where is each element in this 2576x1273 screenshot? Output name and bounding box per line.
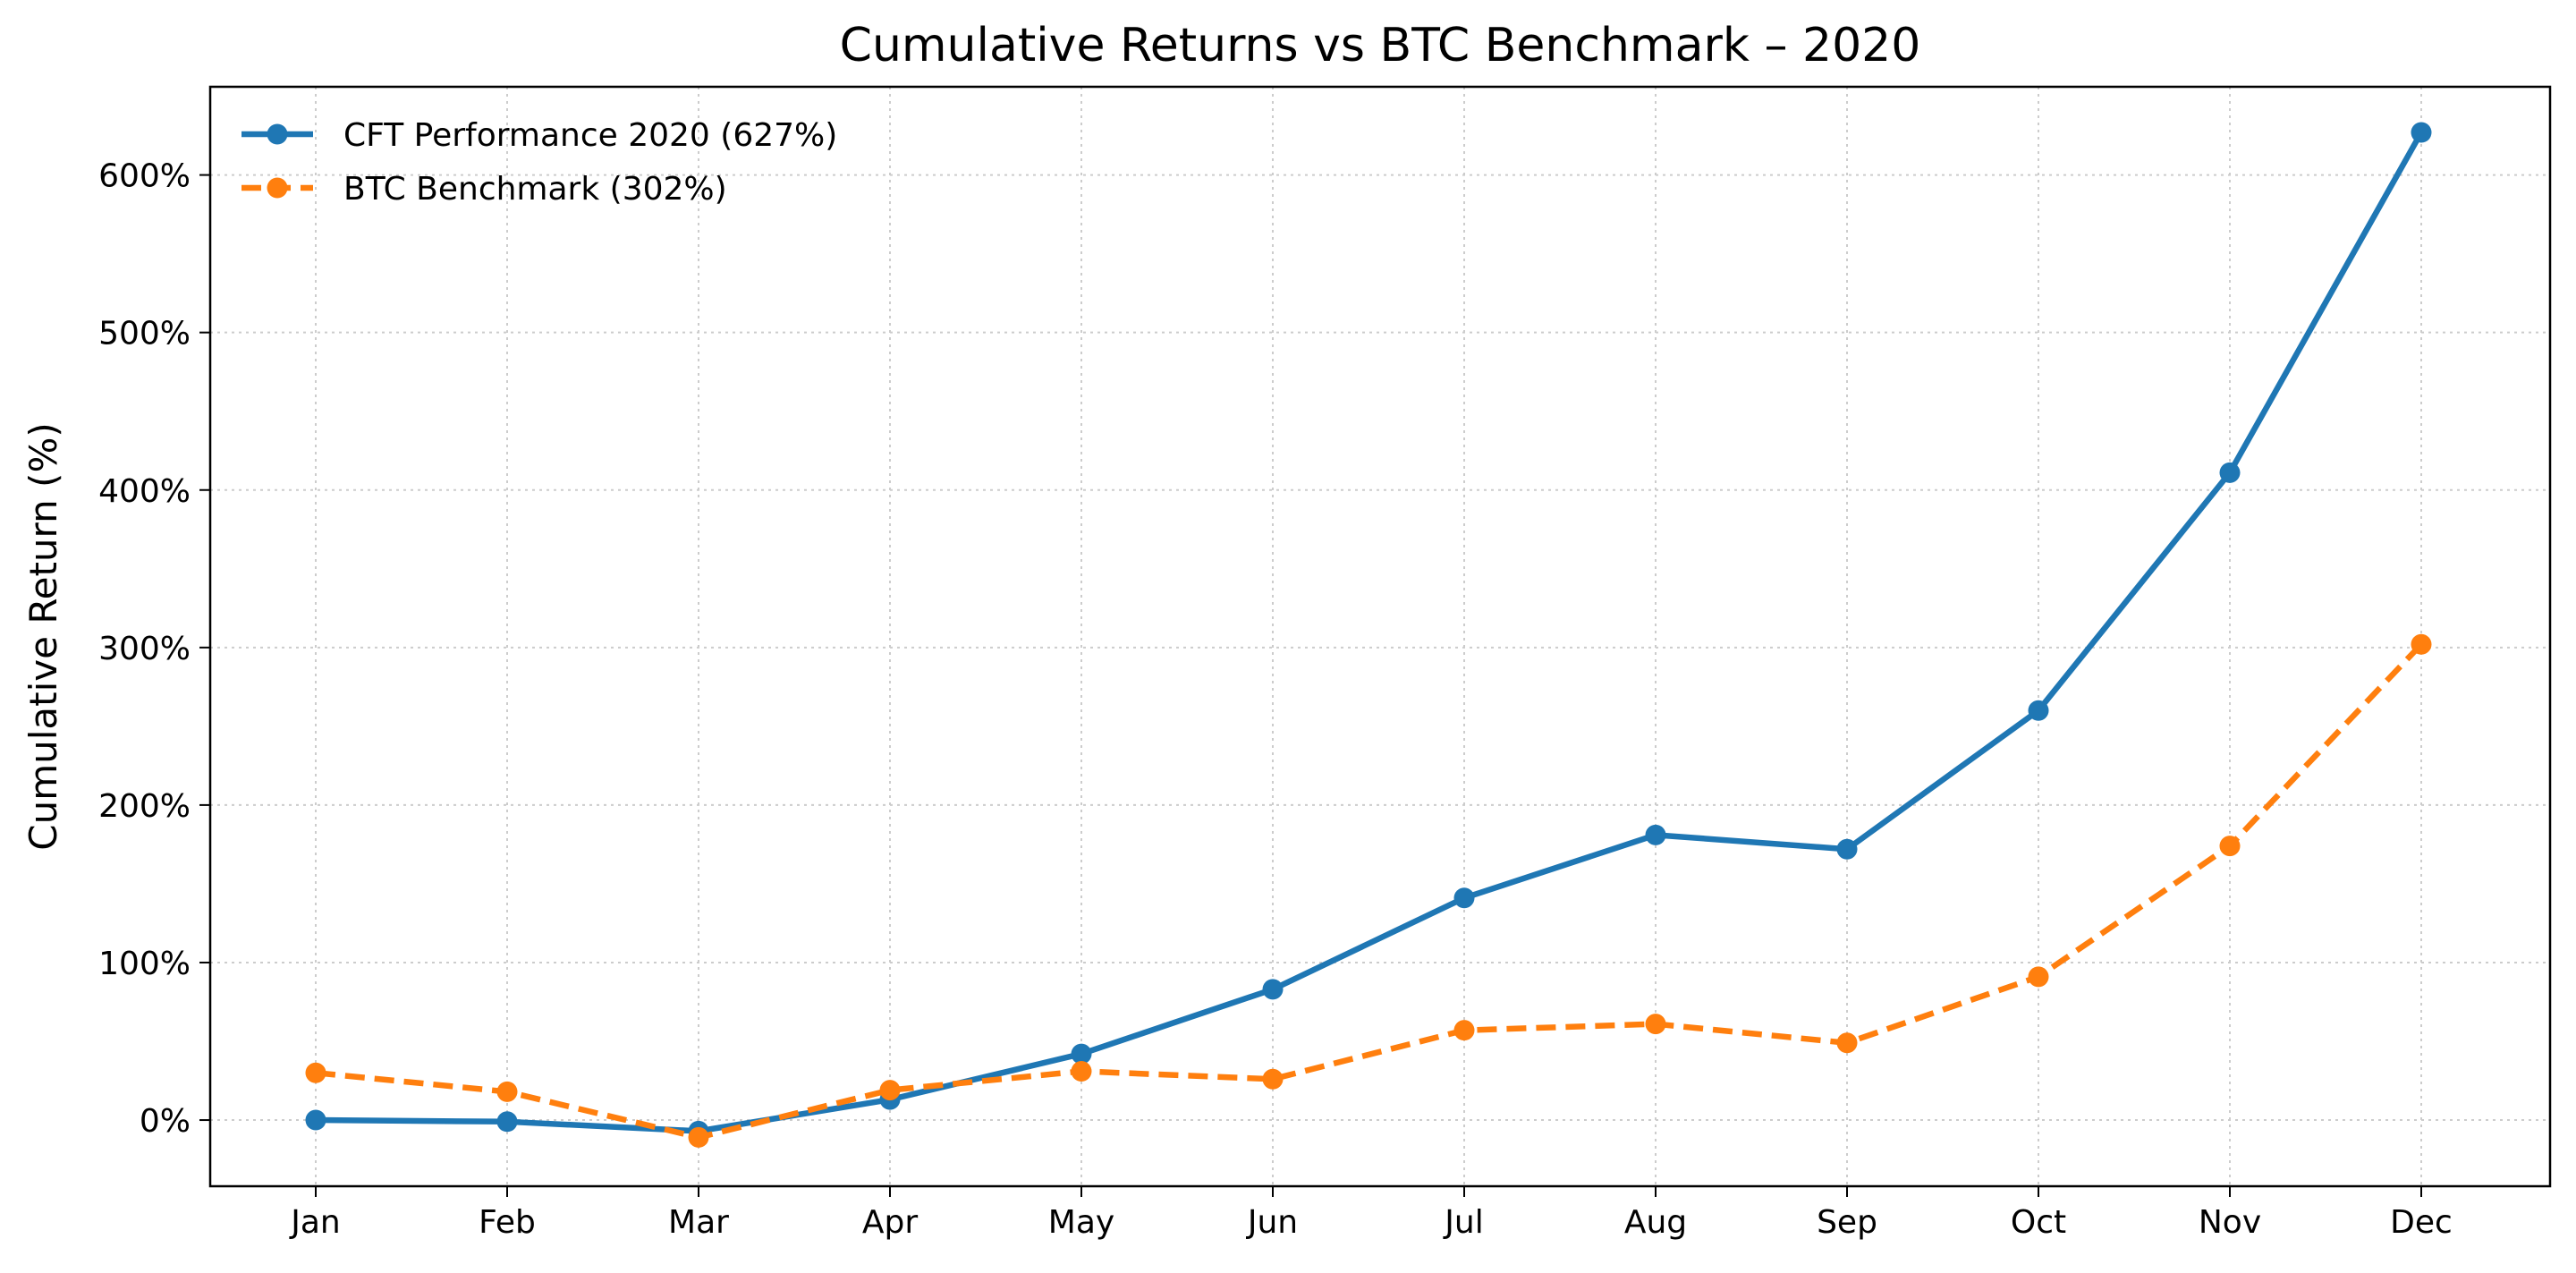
data-point <box>1262 979 1284 1000</box>
data-point <box>1262 1068 1284 1090</box>
data-point <box>2028 700 2049 721</box>
x-tick-label: Jul <box>1443 1204 1483 1241</box>
data-point <box>1645 824 1666 845</box>
chart-title: Cumulative Returns vs BTC Benchmark – 20… <box>840 19 1921 72</box>
y-tick-label: 600% <box>98 158 191 195</box>
x-tick-label: Apr <box>862 1204 918 1241</box>
x-tick-label: Sep <box>1817 1204 1877 1241</box>
data-point <box>305 1109 326 1131</box>
data-point <box>1453 1020 1475 1041</box>
y-tick-label: 200% <box>98 788 191 825</box>
legend-marker <box>267 177 288 199</box>
y-axis-title: Cumulative Return (%) <box>21 422 65 850</box>
data-point <box>1071 1060 1092 1082</box>
data-point <box>1836 838 1858 860</box>
data-point <box>2219 836 2241 857</box>
data-point <box>305 1062 326 1083</box>
data-point <box>2411 633 2432 655</box>
plot-area-frame <box>208 85 2552 1188</box>
data-point <box>2028 966 2049 988</box>
data-point <box>879 1080 901 1101</box>
series-layer <box>305 122 2432 1148</box>
x-tick-label: Dec <box>2390 1204 2453 1241</box>
data-point <box>496 1111 518 1133</box>
legend-marker <box>267 123 288 145</box>
legend-label: CFT Performance 2020 (627%) <box>343 117 837 154</box>
x-tick-label: Aug <box>1624 1204 1687 1241</box>
x-tick-label: Nov <box>2199 1204 2261 1241</box>
x-tick-label: Jun <box>1246 1204 1298 1241</box>
x-tick-label: Mar <box>668 1204 729 1241</box>
grid-layer <box>210 87 2550 1186</box>
x-tick-label: May <box>1048 1204 1114 1241</box>
data-point <box>1836 1032 1858 1054</box>
data-point <box>1071 1043 1092 1065</box>
data-point <box>496 1081 518 1102</box>
legend: CFT Performance 2020 (627%) BTC Benchmark… <box>242 117 837 208</box>
x-tick-label: Oct <box>2011 1204 2066 1241</box>
data-point <box>1645 1014 1666 1035</box>
y-tick-label: 400% <box>98 473 191 510</box>
data-point <box>688 1126 709 1148</box>
axis-layer: Jan Feb Mar Apr May Jun Jul Aug Sep Oct Nov Dec 0% 10… <box>98 158 2453 1241</box>
x-tick-label: Feb <box>479 1204 536 1241</box>
y-tick-label: 300% <box>98 631 191 667</box>
y-tick-label: 100% <box>98 946 191 982</box>
data-point <box>2219 462 2241 483</box>
data-point <box>2411 122 2432 143</box>
series-line-2 <box>315 642 2424 1141</box>
y-tick-label: 0% <box>140 1103 191 1140</box>
legend-label: BTC Benchmark (302%) <box>343 171 727 208</box>
x-tick-label: Jan <box>289 1204 341 1241</box>
y-tick-label: 500% <box>98 316 191 352</box>
data-point <box>1453 887 1475 909</box>
